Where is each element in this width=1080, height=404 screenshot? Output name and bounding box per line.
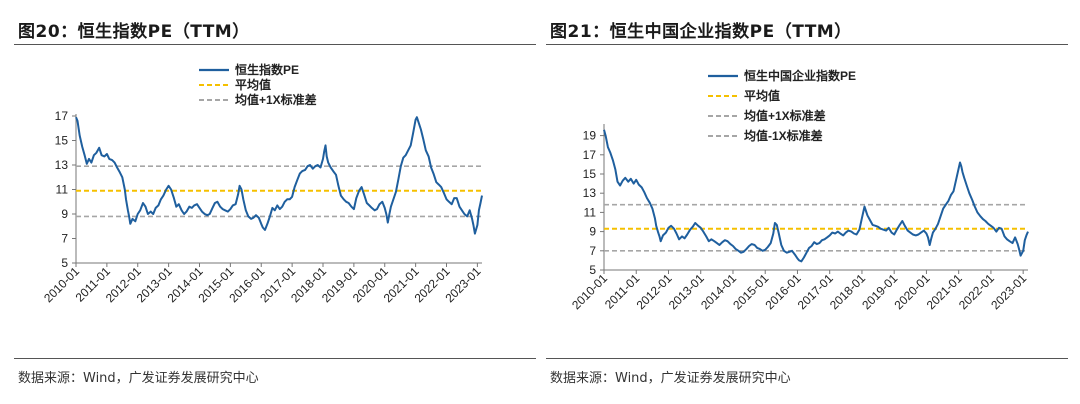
y-tick-label: 5: [61, 256, 68, 270]
pe-series-line: [603, 129, 1029, 263]
y-tick-label: 11: [56, 183, 69, 197]
figure-title: 图20：恒生指数PE（TTM）: [18, 22, 250, 42]
title-divider: [546, 44, 1068, 45]
legend-label: 平均值: [744, 88, 780, 103]
y-tick-label: 9: [61, 207, 68, 221]
legend-label: 恒生中国企业指数PE: [744, 68, 856, 83]
y-tick-label: 19: [583, 129, 597, 143]
source-divider: [546, 358, 1068, 359]
legend-label: 恒生指数PE: [235, 62, 299, 77]
x-tick-label: 2023-01: [988, 271, 1029, 312]
y-tick-label: 15: [55, 134, 69, 148]
legend-label: 均值+1X标准差: [235, 92, 317, 107]
x-tick-label: 2010-01: [569, 271, 610, 312]
y-tick-label: 15: [583, 167, 597, 181]
figure-panel-hsi-pe: 图20：恒生指数PE（TTM） 5 7 9 11 13 15 17 2010-01 2011-0…: [14, 0, 536, 404]
y-tick-label: 7: [589, 244, 596, 258]
y-tick-label: 5: [589, 263, 596, 277]
y-tick-label: 17: [583, 148, 597, 162]
source-note: 数据来源：Wind，广发证券发展研究中心: [550, 371, 791, 386]
source-divider: [14, 358, 536, 359]
source-note: 数据来源：Wind，广发证券发展研究中心: [18, 371, 259, 386]
y-tick-label: 13: [55, 158, 69, 172]
figure-title: 图21：恒生中国企业指数PE（TTM）: [550, 22, 852, 42]
y-tick-label: 13: [583, 186, 597, 200]
pe-series-line: [75, 116, 483, 235]
y-tick-label: 11: [584, 205, 597, 219]
hscei-pe-line-chart: 57911131517192010-012011-012012-012013-0…: [569, 68, 1029, 312]
y-tick-label: 7: [61, 232, 68, 246]
hsi-pe-line-chart: 579111315172010-012011-012012-012013-012…: [41, 62, 484, 305]
legend-label: 均值-1X标准差: [744, 128, 823, 143]
figure-panel-hscei-pe: 图21：恒生中国企业指数PE（TTM） 5 7 9 11 13 15 17 19 2010-01…: [546, 0, 1068, 404]
legend-label: 平均值: [235, 77, 271, 92]
y-tick-label: 17: [55, 109, 69, 123]
y-tick-label: 9: [589, 225, 596, 239]
legend-label: 均值+1X标准差: [744, 108, 826, 123]
title-divider: [14, 44, 536, 45]
